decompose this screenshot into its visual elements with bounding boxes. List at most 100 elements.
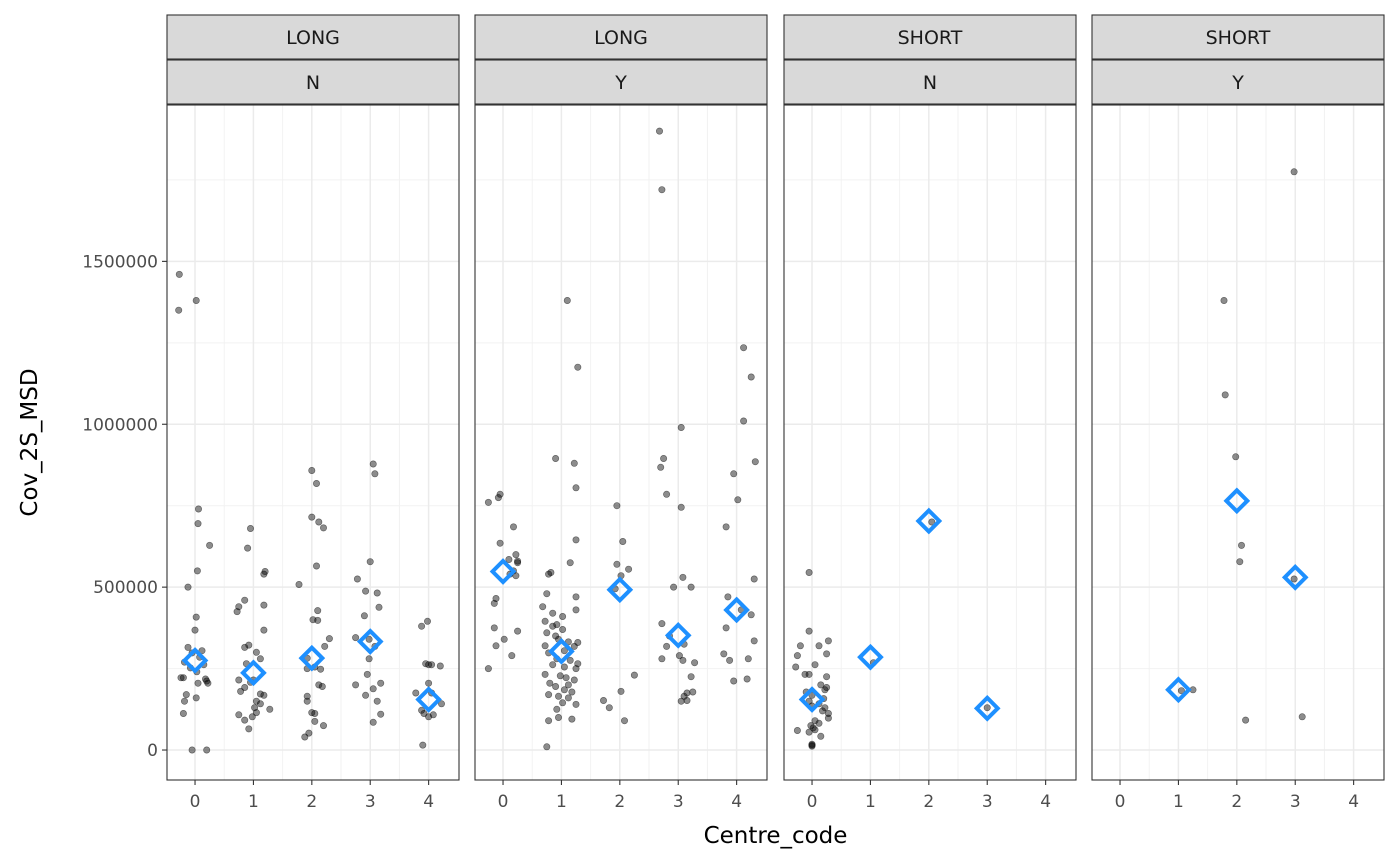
data-point (1242, 716, 1250, 724)
data-point (983, 704, 991, 712)
data-point (683, 696, 691, 704)
data-point (241, 596, 249, 604)
data-point (319, 722, 327, 730)
y-tick-label: 1000000 (82, 415, 158, 435)
data-point (496, 490, 504, 498)
data-point (687, 583, 695, 591)
x-tick-label: 3 (1290, 792, 1301, 812)
data-point (325, 635, 333, 643)
data-point (821, 686, 829, 694)
data-point (574, 638, 582, 646)
panel-background (475, 105, 767, 780)
data-point (563, 296, 571, 304)
y-tick-label: 0 (147, 741, 158, 761)
data-point (241, 716, 249, 724)
mean-marker (240, 659, 267, 687)
data-point (301, 733, 309, 741)
data-point (545, 570, 553, 578)
data-point (564, 681, 572, 689)
panel-background (167, 105, 459, 780)
data-point (248, 713, 256, 721)
data-point (817, 732, 825, 740)
data-point (689, 688, 697, 696)
data-point (514, 559, 522, 567)
data-point (203, 677, 211, 685)
data-point (194, 679, 202, 687)
data-point (428, 661, 436, 669)
x-tick-label: 3 (365, 792, 376, 812)
data-point (724, 593, 732, 601)
data-point (823, 673, 831, 681)
data-point (365, 655, 373, 663)
data-point (312, 479, 320, 487)
data-point (660, 454, 668, 462)
data-point (303, 697, 311, 705)
mean-marker (973, 695, 1001, 722)
data-point (179, 674, 187, 682)
data-point (373, 589, 381, 597)
facet-strip-bottom-label: Y (614, 72, 627, 94)
data-point (559, 625, 567, 633)
mean-marker (298, 644, 326, 672)
data-point (177, 674, 185, 682)
data-point (1290, 168, 1298, 176)
data-point (663, 642, 671, 650)
data-point (490, 624, 498, 632)
data-point (657, 463, 665, 471)
facet-strip-bottom-label: N (923, 72, 937, 94)
facet-panel: LONG N 0 1 2 3 4 (166, 14, 460, 812)
data-point (247, 524, 255, 532)
panel-border (166, 104, 460, 781)
data-point (365, 635, 373, 643)
mean-marker (356, 628, 384, 655)
data-point (572, 536, 580, 544)
data-point (541, 642, 549, 650)
data-point (256, 655, 264, 663)
x-tick-label: 1 (556, 792, 567, 812)
panel-border (783, 104, 1077, 781)
data-point (817, 681, 825, 689)
data-point (184, 643, 192, 651)
x-tick-label: 0 (190, 792, 201, 812)
data-point (311, 709, 319, 717)
data-point (352, 634, 360, 642)
data-point (658, 655, 666, 663)
data-point (360, 612, 368, 620)
mean-marker (798, 686, 826, 713)
data-point (811, 661, 819, 669)
facet-strip-top (474, 14, 768, 60)
data-point (560, 663, 568, 671)
data-point (751, 458, 759, 466)
data-point (188, 746, 196, 754)
data-point (720, 650, 728, 658)
data-point (363, 670, 371, 678)
data-point (514, 557, 522, 565)
data-point (670, 583, 678, 591)
data-point (512, 551, 520, 559)
data-point (679, 573, 687, 581)
data-point (202, 675, 210, 683)
data-point (256, 700, 264, 708)
x-tick-label: 3 (673, 792, 684, 812)
data-point (308, 513, 316, 521)
data-point (543, 590, 551, 598)
data-point (492, 594, 500, 602)
facet-strip-top (166, 14, 460, 60)
data-point (805, 670, 813, 678)
data-point (204, 679, 212, 687)
data-point (353, 575, 361, 583)
data-point (750, 575, 758, 583)
mean-marker (1165, 676, 1192, 704)
data-point (317, 665, 325, 673)
data-point (1298, 713, 1306, 721)
data-point (740, 344, 748, 352)
x-tick-label: 2 (1231, 792, 1242, 812)
data-point (312, 562, 320, 570)
data-point (658, 620, 666, 628)
data-point (808, 691, 816, 699)
data-point (496, 539, 504, 547)
data-point (509, 523, 517, 531)
data-point (1221, 391, 1229, 399)
data-point (805, 627, 813, 635)
data-point (192, 613, 200, 621)
